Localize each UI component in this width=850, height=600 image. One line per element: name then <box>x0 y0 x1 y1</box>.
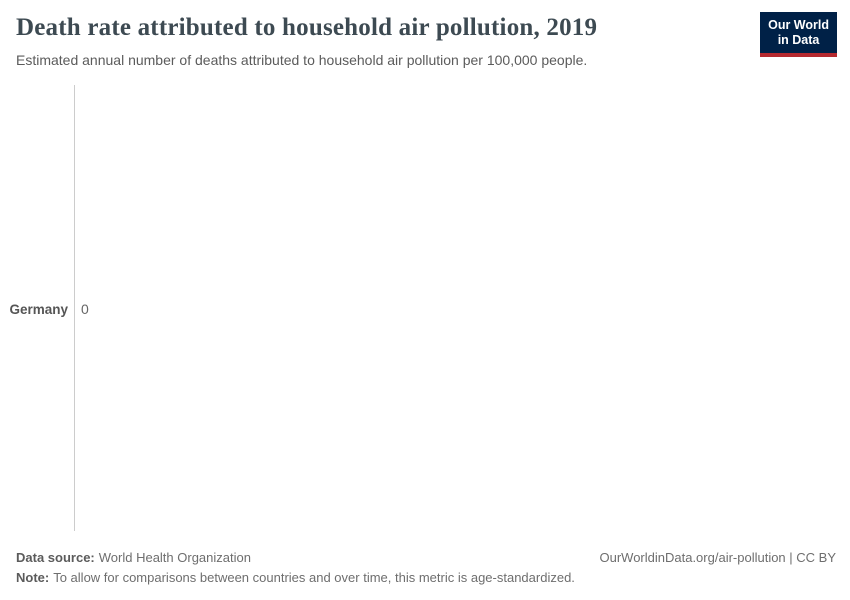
data-source-value: World Health Organization <box>98 550 251 565</box>
logo-text-line1: Our World <box>768 18 829 32</box>
note-value: To allow for comparisons between countri… <box>53 570 575 585</box>
chart-title: Death rate attributed to household air p… <box>16 14 598 41</box>
owid-logo[interactable]: Our World in Data <box>760 12 837 57</box>
footer-notes: Data source: World Health Organization No… <box>16 548 575 588</box>
value-label-germany: 0 <box>81 301 89 317</box>
note-label: Note: <box>16 570 50 585</box>
footer-link[interactable]: OurWorldinData.org/air-pollution | CC BY <box>599 550 836 565</box>
data-source-label: Data source: <box>16 550 95 565</box>
note-line: Note: To allow for comparisons between co… <box>16 568 575 588</box>
chart-subtitle: Estimated annual number of deaths attrib… <box>16 52 588 68</box>
data-source-line: Data source: World Health Organization <box>16 548 575 568</box>
entity-label-germany: Germany <box>9 302 68 317</box>
logo-text-line2: in Data <box>777 33 820 47</box>
y-axis-line <box>74 85 75 531</box>
